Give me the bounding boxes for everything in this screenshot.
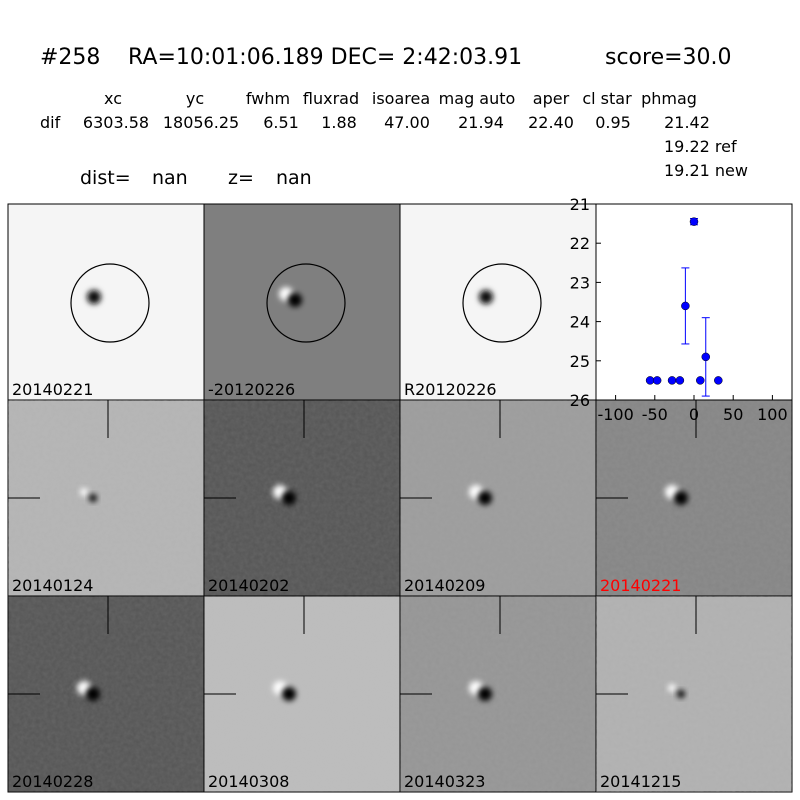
source-negative (288, 293, 302, 307)
x-tick-label: -100 (597, 405, 633, 424)
x-tick-label: 100 (757, 405, 788, 424)
y-tick-label: 25 (570, 352, 590, 371)
y-tick-label: 21 (570, 195, 590, 214)
coordinates: RA=10:01:06.189 DEC= 2:42:03.91 (128, 45, 522, 70)
candidate-id: #258 (40, 45, 100, 70)
column-value: 21.42 (664, 113, 710, 132)
stamp-label: 20141215 (600, 772, 681, 791)
column-header: isoarea (372, 89, 430, 108)
light-curve: 21 22 23 24 25 26 -100 -50 0 50 100 (570, 195, 793, 424)
row-label: dif (40, 113, 61, 132)
stamp-image (203, 203, 401, 401)
column-value: 21.94 (458, 113, 504, 132)
stamp-label: -20120226 (208, 380, 295, 399)
aperture-circle (266, 263, 346, 343)
source-negative (674, 491, 688, 505)
stamp-noise (400, 400, 596, 596)
stamp-label: 20140221 (12, 380, 93, 399)
stamp-image (7, 203, 205, 401)
column-header: xc (104, 89, 122, 108)
y-tick-label: 23 (570, 273, 590, 292)
data-point (667, 376, 677, 385)
column-header: yc (186, 89, 204, 108)
source-negative (89, 494, 97, 502)
source-negative (282, 491, 296, 505)
score: score=30.0 (605, 45, 732, 70)
data-point (652, 376, 662, 385)
column-header: mag auto (439, 89, 516, 108)
y-tick-label: 24 (570, 313, 590, 332)
source-positive (668, 684, 676, 692)
stamp-label: 20140221 (600, 576, 681, 595)
data-point (689, 217, 699, 226)
column-header: phmag (641, 89, 697, 108)
stamp-noise (596, 400, 792, 596)
source (479, 290, 493, 304)
x-tick-label: 0 (689, 405, 699, 424)
stamp-label: 20140209 (404, 576, 485, 595)
source-negative (478, 687, 492, 701)
source-negative (478, 491, 492, 505)
dist-value: nan (152, 167, 188, 189)
aperture-circle (70, 263, 150, 343)
y-tick-label: 22 (570, 234, 590, 253)
source-positive (80, 488, 88, 496)
column-header: cl star (582, 89, 632, 108)
source-negative (86, 687, 100, 701)
data-point (645, 376, 655, 385)
column-value: 6.51 (263, 113, 299, 132)
data-point (696, 376, 705, 385)
column-header: fwhm (246, 89, 290, 108)
x-tick-label: -50 (642, 405, 668, 424)
column-value: 22.40 (528, 113, 574, 132)
z-label: z= (228, 167, 254, 189)
stamp-noise (596, 596, 792, 792)
column-header: fluxrad (303, 89, 359, 108)
source-negative (677, 690, 685, 698)
stamp-label: 20140308 (208, 772, 289, 791)
column-header: aper (533, 89, 570, 108)
stamp-label: 20140323 (404, 772, 485, 791)
stamp-label: 20140228 (12, 772, 93, 791)
stamp-noise (204, 596, 400, 792)
stamp-noise (8, 596, 204, 792)
stamp-noise (8, 400, 204, 596)
ref-mag: 19.22 ref (664, 137, 737, 156)
column-value: 0.95 (595, 113, 631, 132)
source-negative (282, 687, 296, 701)
z-value: nan (276, 167, 312, 189)
plot-area (595, 203, 793, 401)
x-tick-label: 50 (723, 405, 743, 424)
stamp-label: 20140124 (12, 576, 93, 595)
stamps: 20140221 -20120226 R20120226 20140124 201402… (7, 203, 793, 793)
column-value: 47.00 (384, 113, 430, 132)
new-mag: 19.21 new (664, 161, 748, 180)
column-value: 6303.58 (83, 113, 149, 132)
data-point (675, 376, 685, 385)
stamp-label: R20120226 (404, 380, 497, 399)
data-point (701, 352, 711, 362)
data-point (714, 376, 723, 385)
stamp-label: 20140202 (208, 576, 289, 595)
stamp-noise (204, 400, 400, 596)
data-point (681, 301, 690, 311)
y-tick-label: 26 (570, 391, 590, 410)
stamp-noise (400, 596, 596, 792)
column-value: 1.88 (321, 113, 357, 132)
stamp-image (399, 203, 597, 401)
aperture-circle (462, 263, 542, 343)
source (87, 290, 101, 304)
dist-label: dist= (80, 167, 131, 189)
column-value: 18056.25 (163, 113, 239, 132)
